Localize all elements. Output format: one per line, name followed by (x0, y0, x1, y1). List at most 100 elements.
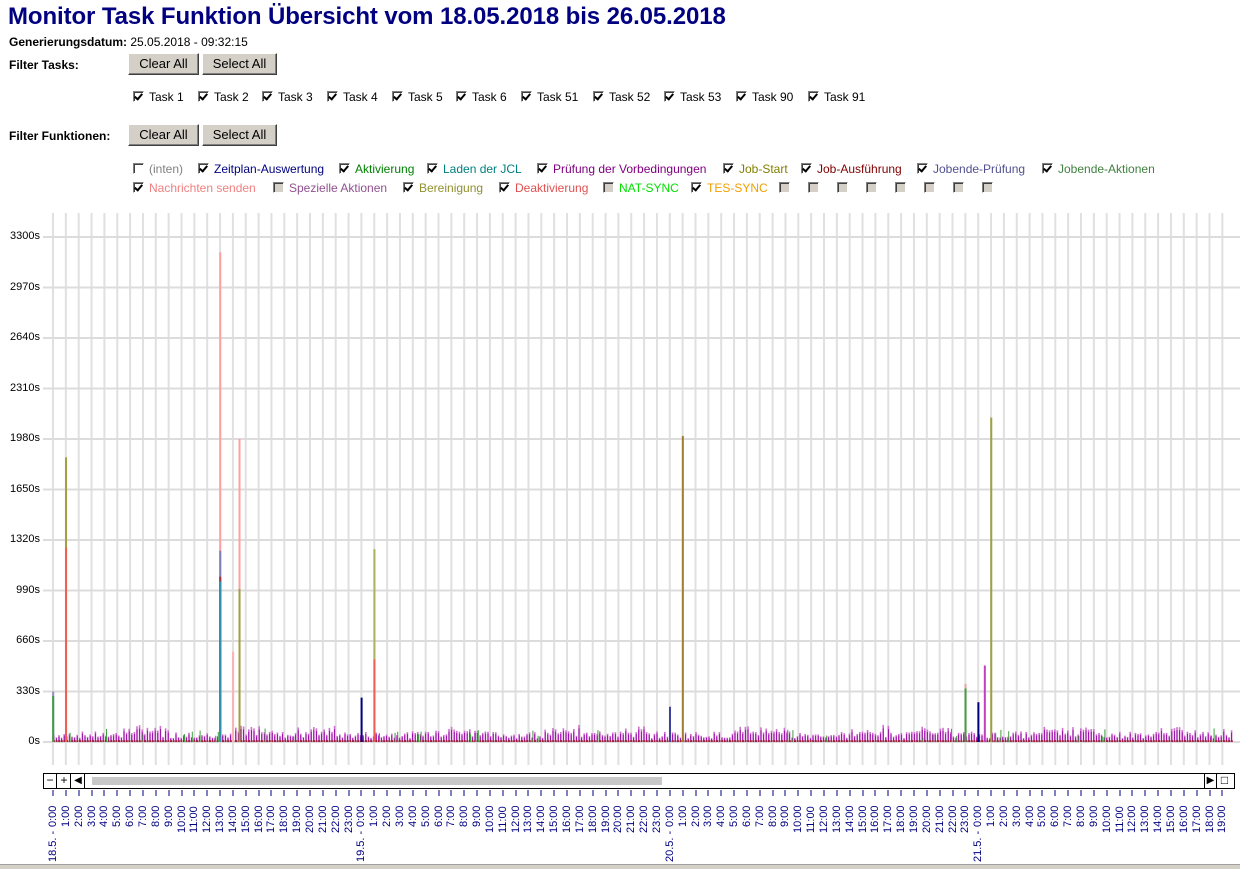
x-hour-label: 7:00 (136, 805, 149, 827)
x-day-label: 21.5. - (972, 830, 985, 862)
x-tick (938, 790, 941, 796)
scroll-thumb[interactable] (92, 777, 662, 785)
tasks-select-all-button[interactable]: Select All (202, 53, 277, 75)
checkbox[interactable] (808, 91, 819, 102)
function-filter-label: Bereinigung (419, 181, 484, 195)
spike-bar (360, 697, 363, 742)
zoom-out-button[interactable]: − (44, 774, 57, 788)
x-hour-label: 1:00 (59, 805, 72, 827)
spike-bar (219, 252, 222, 742)
x-tick (861, 790, 864, 796)
reset-zoom-button[interactable]: □ (1218, 774, 1231, 788)
x-hour-label: 9:00 (162, 805, 175, 827)
x-tick (1067, 790, 1070, 796)
x-hour-label: 15:00 (856, 805, 869, 833)
checkbox[interactable] (593, 91, 604, 102)
x-hour-label: 23:00 (342, 805, 355, 833)
checkbox[interactable] (917, 163, 928, 174)
spike-bar (373, 549, 376, 742)
checkbox[interactable] (895, 182, 906, 193)
checkbox[interactable] (499, 182, 510, 193)
x-hour-label: 14:00 (226, 805, 239, 833)
chart-scrollbar[interactable]: − + ◀ ▶ □ (43, 773, 1235, 789)
x-hour-label: 11:00 (1113, 806, 1126, 833)
scroll-right-button[interactable]: ▶ (1204, 774, 1217, 788)
checkbox[interactable] (198, 91, 209, 102)
x-tick (180, 790, 183, 796)
x-hour-label: 8:00 (1075, 805, 1087, 827)
x-tick (771, 790, 774, 796)
checkbox[interactable] (537, 163, 548, 174)
x-tick (694, 790, 697, 796)
x-hour-label: 6:00 (432, 805, 445, 827)
x-tick (1157, 790, 1160, 796)
x-hour-label: 15:00 (239, 805, 252, 833)
checkbox[interactable] (273, 182, 284, 193)
x-hour-label: 2:00 (381, 805, 394, 827)
function-filter-label: Job-Start (739, 162, 788, 176)
checkbox[interactable] (691, 182, 702, 193)
checkbox[interactable] (866, 182, 877, 193)
x-hour-label: 21:00 (933, 805, 946, 833)
x-tick (398, 790, 401, 796)
checkbox[interactable] (262, 91, 273, 102)
checkbox[interactable] (603, 182, 614, 193)
functions-clear-all-button[interactable]: Clear All (128, 124, 199, 146)
checkbox[interactable] (133, 91, 144, 102)
checkbox[interactable] (801, 163, 812, 174)
generation-date-value: 25.05.2018 - 09:32:15 (130, 35, 248, 49)
function-filter-label: Laden der JCL (443, 162, 522, 176)
checkbox[interactable] (808, 182, 819, 193)
scroll-left-button[interactable]: ◀ (72, 774, 85, 788)
y-tick-label: 660s (16, 634, 40, 646)
x-hour-label: 16:00 (869, 805, 882, 833)
checkbox[interactable] (456, 91, 467, 102)
checkbox[interactable] (1042, 163, 1053, 174)
x-hour-label: 10:00 (483, 805, 496, 833)
checkbox[interactable] (339, 163, 350, 174)
x-tick (797, 790, 800, 796)
x-tick (1221, 790, 1224, 796)
x-hour-label: 13:00 (214, 805, 227, 833)
x-tick (566, 790, 568, 796)
checkbox[interactable] (133, 182, 144, 193)
checkbox[interactable] (403, 182, 414, 193)
function-filter-label: Deaktivierung (515, 181, 589, 195)
task-filter-label: Task 52 (609, 90, 651, 104)
task-filter-label: Task 6 (472, 90, 507, 104)
x-tick (720, 790, 723, 796)
checkbox[interactable] (837, 182, 848, 193)
x-hour-label: 3:00 (393, 805, 406, 827)
x-hour-label: 19:00 (1216, 805, 1229, 833)
checkbox[interactable] (736, 91, 747, 102)
tasks-clear-all-button[interactable]: Clear All (128, 53, 199, 75)
x-hour-label: 20:00 (612, 805, 625, 833)
x-hour-label: 19:00 (599, 805, 612, 833)
x-tick (219, 790, 222, 796)
checkbox[interactable] (427, 163, 438, 174)
checkbox[interactable] (982, 182, 993, 193)
checkbox[interactable] (392, 91, 403, 102)
x-day-label: 18.5. - (47, 830, 59, 862)
checkbox[interactable] (664, 91, 675, 102)
y-tick-label: 1650s (10, 482, 40, 495)
x-hour-label: 18:00 (586, 805, 599, 833)
function-filter-label: Jobende-Prüfung (933, 162, 1026, 176)
zoom-in-button[interactable]: + (58, 774, 71, 788)
checkbox[interactable] (327, 91, 338, 102)
checkbox[interactable] (198, 163, 209, 174)
functions-select-all-button[interactable]: Select All (202, 124, 277, 146)
checkbox[interactable] (133, 163, 144, 174)
x-hour-label: 18:00 (895, 805, 908, 833)
x-tick (1195, 790, 1198, 796)
checkbox[interactable] (521, 91, 532, 102)
checkbox[interactable] (924, 182, 935, 193)
checkbox[interactable] (953, 182, 964, 193)
x-hour-label: 6:00 (124, 805, 137, 827)
y-tick-label: 2970s (10, 280, 40, 293)
bar-chart (43, 213, 1240, 765)
checkbox[interactable] (723, 163, 734, 174)
x-tick (810, 790, 813, 796)
checkbox[interactable] (779, 182, 790, 193)
x-hour-label: 10:00 (1100, 805, 1113, 833)
